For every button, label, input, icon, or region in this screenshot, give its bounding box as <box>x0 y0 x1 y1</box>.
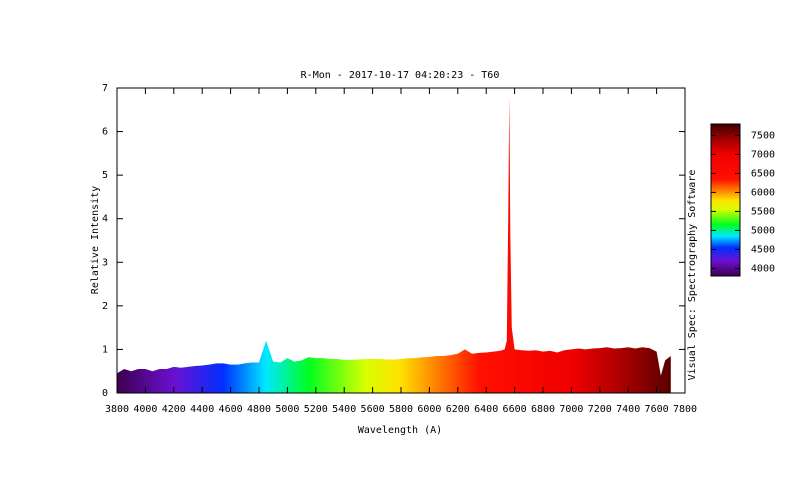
x-tick-label: 6000 <box>417 404 441 415</box>
x-tick-label: 5200 <box>304 404 328 415</box>
colorbar-tick-label: 6000 <box>751 187 775 198</box>
y-tick-label: 3 <box>102 257 108 268</box>
x-tick-label: 5400 <box>332 404 356 415</box>
y-axis-label: Relative Intensity <box>90 186 101 294</box>
x-tick-label: 6400 <box>474 404 498 415</box>
x-tick-label: 7200 <box>588 404 612 415</box>
x-tick-label: 4400 <box>190 404 214 415</box>
spectrum-area <box>117 96 671 393</box>
x-tick-label: 7000 <box>559 404 583 415</box>
y-tick-label: 2 <box>102 301 108 312</box>
colorbar <box>710 123 741 277</box>
x-tick-label: 7400 <box>616 404 640 415</box>
x-axis-label: Wavelength (A) <box>358 425 442 436</box>
x-tick-label: 4200 <box>162 404 186 415</box>
y-tick-label: 1 <box>102 344 108 355</box>
x-tick-label: 6200 <box>446 404 470 415</box>
x-tick-label: 4600 <box>219 404 243 415</box>
x-tick-label: 4000 <box>133 404 157 415</box>
y-tick-label: 5 <box>102 170 108 181</box>
plot-frame <box>116 87 686 394</box>
y-tick-label: 0 <box>102 388 108 399</box>
x-tick-label: 5800 <box>389 404 413 415</box>
colorbar-tick-label: 5500 <box>751 206 775 217</box>
x-tick-label: 6600 <box>503 404 527 415</box>
y-tick-label: 6 <box>102 127 108 138</box>
colorbar-tick-label: 7500 <box>751 130 775 141</box>
x-tick-label: 4800 <box>247 404 271 415</box>
x-tick-label: 3800 <box>105 404 129 415</box>
x-tick-label: 6800 <box>531 404 555 415</box>
side-label: Visual Spec: Spectrography Software <box>687 170 698 381</box>
y-tick-label: 7 <box>102 83 108 94</box>
colorbar-tick-label: 4000 <box>751 263 775 274</box>
x-tick-label: 5000 <box>275 404 299 415</box>
chart-title: R-Mon - 2017-10-17 04:20:23 - T60 <box>301 70 500 81</box>
colorbar-tick-label: 4500 <box>751 244 775 255</box>
x-tick-label: 5600 <box>361 404 385 415</box>
x-tick-label: 7600 <box>645 404 669 415</box>
x-tick-label: 7800 <box>673 404 697 415</box>
colorbar-tick-label: 5000 <box>751 225 775 236</box>
colorbar-tick-label: 7000 <box>751 149 775 160</box>
y-tick-label: 4 <box>102 214 108 225</box>
colorbar-tick-label: 6500 <box>751 168 775 179</box>
